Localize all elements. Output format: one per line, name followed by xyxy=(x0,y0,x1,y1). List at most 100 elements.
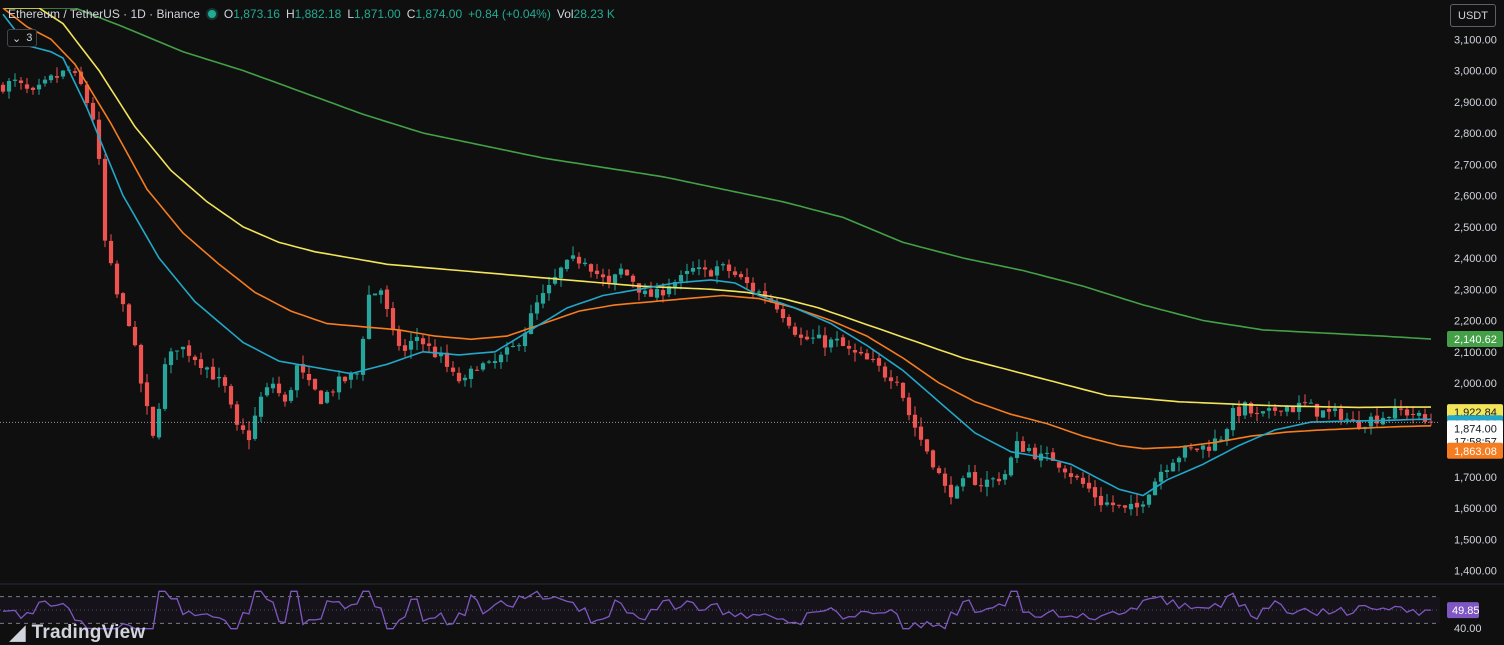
candle-body xyxy=(180,346,186,350)
y-axis-tick-label: 2,900.00 xyxy=(1454,97,1497,109)
candle-body xyxy=(486,361,492,363)
candle-body xyxy=(546,285,552,294)
indicators-toggle-button[interactable]: ⌄ 3 xyxy=(7,29,38,47)
candle-body xyxy=(144,382,150,407)
y-axis-tick-label: 2,500.00 xyxy=(1454,222,1497,234)
rsi-value-label: 49.85 xyxy=(1452,605,1480,617)
candle-body xyxy=(138,344,144,384)
chart-header: Ethereum / TetherUS · 1D · Binance O 1,87… xyxy=(8,7,615,21)
close-price-label: 1,874.00 xyxy=(1454,423,1497,435)
candle-body xyxy=(636,283,642,293)
candle-body xyxy=(1092,487,1098,498)
candle-body xyxy=(270,383,276,389)
candle-body xyxy=(1404,409,1410,416)
candle-body xyxy=(780,308,786,319)
candle-body xyxy=(432,346,438,358)
candle-body xyxy=(456,372,462,382)
candle-body xyxy=(690,267,696,272)
candle-body xyxy=(774,303,780,310)
candle-body xyxy=(42,79,48,84)
candle-body xyxy=(318,390,324,405)
candle-body xyxy=(1212,438,1218,451)
candle-body xyxy=(288,390,294,401)
candle-body xyxy=(756,291,762,293)
candle-body xyxy=(342,376,348,382)
candle-body xyxy=(1200,445,1206,450)
candle-body xyxy=(306,373,312,381)
candle-body xyxy=(1386,416,1392,418)
candle-body xyxy=(570,255,576,259)
candle-body xyxy=(1392,407,1398,419)
currency-unit-button[interactable]: USDT xyxy=(1450,4,1496,27)
candle-body xyxy=(1170,462,1176,472)
candle-body xyxy=(360,338,366,375)
candle-body xyxy=(12,79,18,81)
candle-body xyxy=(156,408,162,438)
currency-unit-label: USDT xyxy=(1458,9,1488,22)
symbol-title[interactable]: Ethereum / TetherUS · 1D · Binance xyxy=(8,7,200,21)
candle-body xyxy=(234,404,240,425)
candle-body xyxy=(528,313,534,334)
candle-body xyxy=(240,425,246,430)
y-axis-tick-label: 3,100.00 xyxy=(1454,34,1497,46)
candle-body xyxy=(972,471,978,485)
candle-body xyxy=(438,352,444,357)
candle-body xyxy=(150,406,156,436)
candle-body xyxy=(1188,447,1194,449)
candle-body xyxy=(1296,402,1302,412)
y-axis-tick-label: 1,400.00 xyxy=(1454,566,1497,578)
candle-body xyxy=(1044,452,1050,454)
candle-body xyxy=(606,275,612,283)
ema-mid-price-label-box xyxy=(1447,442,1503,459)
candle-body xyxy=(348,372,354,380)
candle-body xyxy=(882,366,888,378)
candle-body xyxy=(1182,446,1188,458)
candle-body xyxy=(264,387,270,396)
candle-body xyxy=(894,381,900,383)
candle-body xyxy=(678,275,684,282)
y-axis-tick-label: 2,600.00 xyxy=(1454,191,1497,203)
ema-fast-line xyxy=(2,13,1431,497)
candle-body xyxy=(924,439,930,452)
candle-body xyxy=(462,377,468,381)
candle-body xyxy=(822,335,828,348)
candle-body xyxy=(108,240,114,264)
candle-body xyxy=(522,333,528,347)
candle-body xyxy=(696,267,702,270)
candle-body xyxy=(978,485,984,487)
candle-body xyxy=(936,468,942,474)
candle-body xyxy=(540,293,546,304)
candle-body xyxy=(738,274,744,278)
candle-body xyxy=(1104,502,1110,505)
candle-body xyxy=(684,270,690,275)
candle-body xyxy=(1326,408,1332,412)
candle-body xyxy=(792,326,798,335)
candle-body xyxy=(990,478,996,480)
y-axis-tick-label: 3,000.00 xyxy=(1454,66,1497,78)
high-label: H xyxy=(285,7,295,21)
candle-body xyxy=(504,347,510,355)
candle-body xyxy=(498,354,504,363)
candle-body xyxy=(174,350,180,352)
tradingview-logo[interactable]: ◢ TradingView xyxy=(10,620,145,645)
candle-body xyxy=(474,369,480,371)
candle-body xyxy=(54,76,60,78)
rsi-line xyxy=(2,590,1431,630)
candle-body xyxy=(1290,406,1296,413)
candle-body xyxy=(930,450,936,468)
candle-body xyxy=(534,302,540,314)
candle-body xyxy=(888,377,894,382)
open-label: O xyxy=(223,7,234,21)
candle-body xyxy=(408,340,414,350)
candle-body xyxy=(1002,474,1008,480)
candle-body xyxy=(798,334,804,338)
candle-body xyxy=(30,87,36,90)
candle-body xyxy=(1116,504,1122,506)
candle-body xyxy=(78,71,84,84)
candle-body xyxy=(198,359,204,369)
candle-body xyxy=(702,267,708,270)
candle-body xyxy=(48,75,54,81)
high-value: 1,882.18 xyxy=(294,7,342,21)
